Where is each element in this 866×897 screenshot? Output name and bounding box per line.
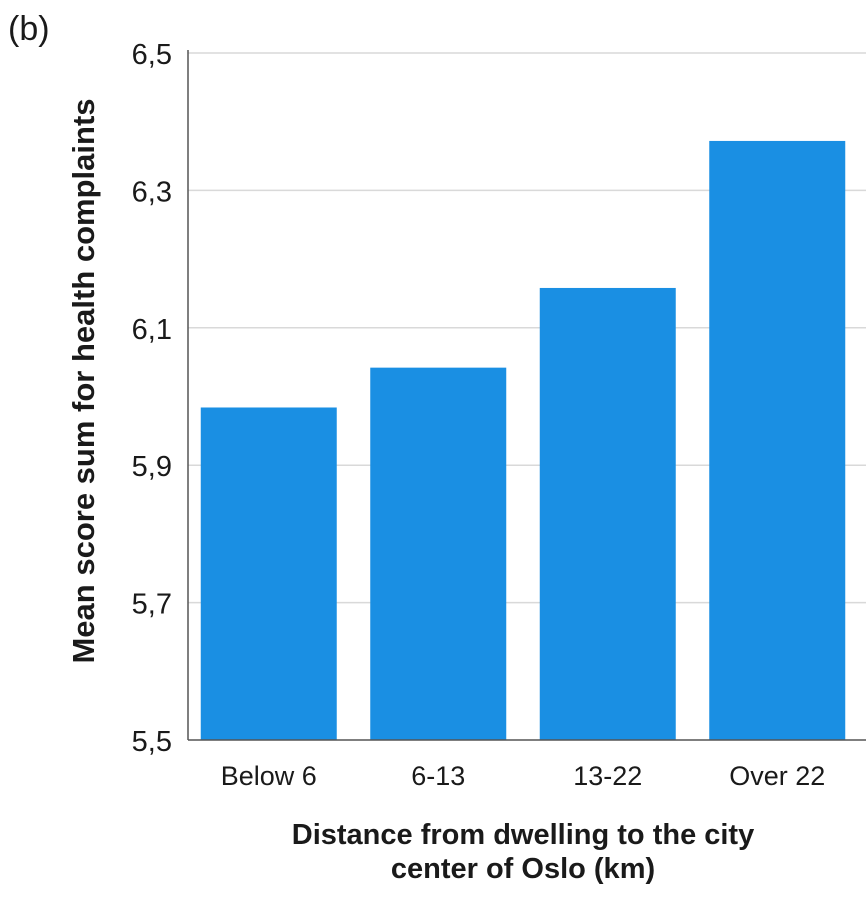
x-tick-label: Below 6 [221,761,317,791]
bar [370,367,507,740]
x-axis-title-line-2: center of Oslo (km) [390,853,656,885]
y-tick-label: 6,3 [132,176,172,208]
y-tick-label: 5,9 [132,451,172,483]
x-axis-title: Distance from dwelling to the city cente… [180,818,866,886]
y-tick-label: 5,5 [132,726,172,758]
x-tick-labels: Below 6 6-13 13-22 Over 22 [221,761,826,791]
x-tick-label: Over 22 [729,761,825,791]
y-axis-title: Mean score sum for health complaints [66,98,101,664]
y-tick-labels: 5,5 5,7 5,9 6,1 6,3 6,5 [132,39,172,758]
y-tick-label: 6,5 [132,39,172,71]
bars [200,140,846,740]
x-tick-label: 6-13 [411,761,465,791]
y-tick-label: 5,7 [132,589,172,621]
x-axis-title-line-1: Distance from dwelling to the city [291,819,755,851]
x-tick-label: 13-22 [573,761,642,791]
bar [539,287,676,740]
y-tick-label: 6,1 [132,314,172,346]
panel-label: (b) [8,10,50,48]
bar [709,140,846,740]
bar [200,407,337,740]
